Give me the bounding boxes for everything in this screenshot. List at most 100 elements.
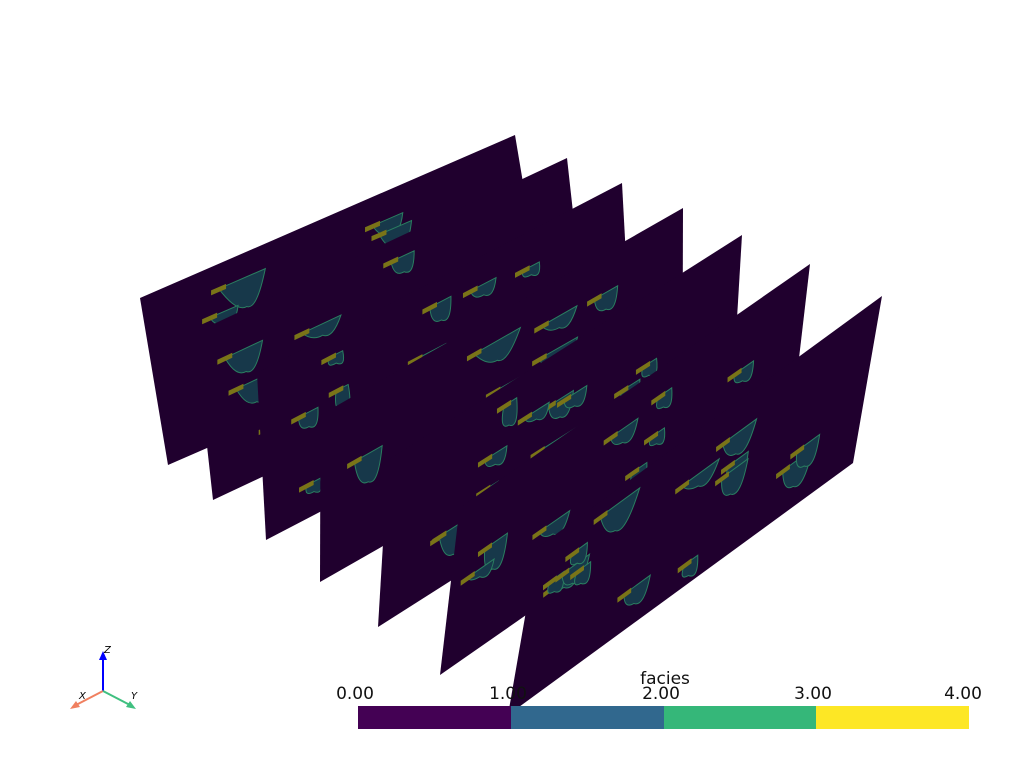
facies-lens [603,430,618,446]
facies-lens [496,399,512,414]
facies-body [301,314,342,339]
facies-lens [228,383,244,396]
facies-lens [625,466,640,482]
facies-lens [517,411,532,426]
colorbar-tick: 3.00 [794,684,832,704]
facies-lens [211,283,227,296]
facies-body [484,444,508,467]
facies-body [469,276,497,298]
facies-lens [587,293,602,307]
facies-body [641,357,658,378]
facies-body [298,406,319,429]
facies-lens [462,285,478,299]
slice-plane [440,264,810,675]
facies-body [327,349,345,366]
facies-lens [790,444,805,460]
facies-lens [299,479,314,493]
facies-body [390,249,415,274]
z-axis-label: Z [104,645,111,656]
facies-lens [557,393,572,408]
facies-lens [532,525,547,541]
facies-lens [532,353,547,367]
facies-body [218,267,266,309]
colorbar-title: facies [640,669,690,689]
facies-body [473,326,522,363]
facies-lens [715,471,729,487]
z-axis-arrowhead-icon [99,651,107,660]
facies-lens [677,558,692,574]
colorbar-segment-0 [358,706,511,729]
facies-body [563,384,588,409]
facies-lens [675,479,690,495]
facies-body [429,295,452,322]
facies-lens [383,256,399,269]
facies-lens [617,587,632,603]
facies-body [795,433,821,468]
facies-lens [217,352,233,365]
slice-7 [508,296,882,715]
x-axis-label: X [79,691,86,702]
facies-lens [721,459,735,475]
facies-lens [565,547,580,563]
facies-lens [291,411,306,425]
y-axis-label: Y [131,691,138,702]
facies-lens [328,385,344,398]
facies-lens [477,453,493,468]
x-axis-arrow-icon [75,690,104,706]
facies-lens [776,464,790,480]
facies-lens [716,436,730,453]
colorbar-tick: 0.00 [336,684,374,704]
colorbar [358,706,969,729]
facies-body [483,532,509,571]
facies-lens [432,530,447,545]
facies-body [649,426,666,447]
facies-lens [371,229,387,242]
facies-lens [542,575,557,591]
facies-lens [202,312,218,325]
colorbar-segment-2 [663,706,817,729]
colorbar-segment-3 [816,706,969,729]
orientation-axes-widget [70,651,136,709]
facies-body [224,339,264,374]
facies-body [733,359,755,384]
facies-body [681,554,699,578]
facies-lens [593,509,608,526]
facies-body [681,457,721,490]
facies-lens [570,565,584,581]
facies-lens [422,301,438,315]
facies-lens [321,352,336,366]
facies-lens [727,367,742,383]
facies-lens [555,567,570,583]
slice-plane [508,296,882,715]
facies-lens [651,390,666,406]
facies-lens [460,571,475,586]
colorbar-tick: 4.00 [944,684,982,704]
colorbar-tick: 2.00 [642,684,680,704]
facies-lens [477,542,492,558]
facies-body [574,560,592,586]
facies-body [593,284,619,312]
facies-lens [294,328,310,341]
colorbar-tick: 1.00 [489,684,527,704]
facies-lens [466,348,482,362]
facies-lens [644,430,659,446]
facies-lens [365,220,381,233]
y-axis-arrow-icon [102,690,131,706]
facies-body [722,417,758,456]
facies-body [569,541,588,566]
facies-lens [347,455,362,470]
y-axis-arrowhead-icon [126,701,136,709]
facies-body [721,457,749,496]
facies-body [623,574,651,606]
facies-lens [614,384,629,399]
facies-body [656,386,673,410]
facies-body [540,304,578,331]
x-axis-arrowhead-icon [70,701,80,709]
facies-body [609,417,639,446]
facies-lens [635,360,651,375]
facies-body [599,486,641,533]
colorbar-segment-1 [510,706,664,729]
facies-lens [515,265,530,278]
facies-body [521,261,541,278]
